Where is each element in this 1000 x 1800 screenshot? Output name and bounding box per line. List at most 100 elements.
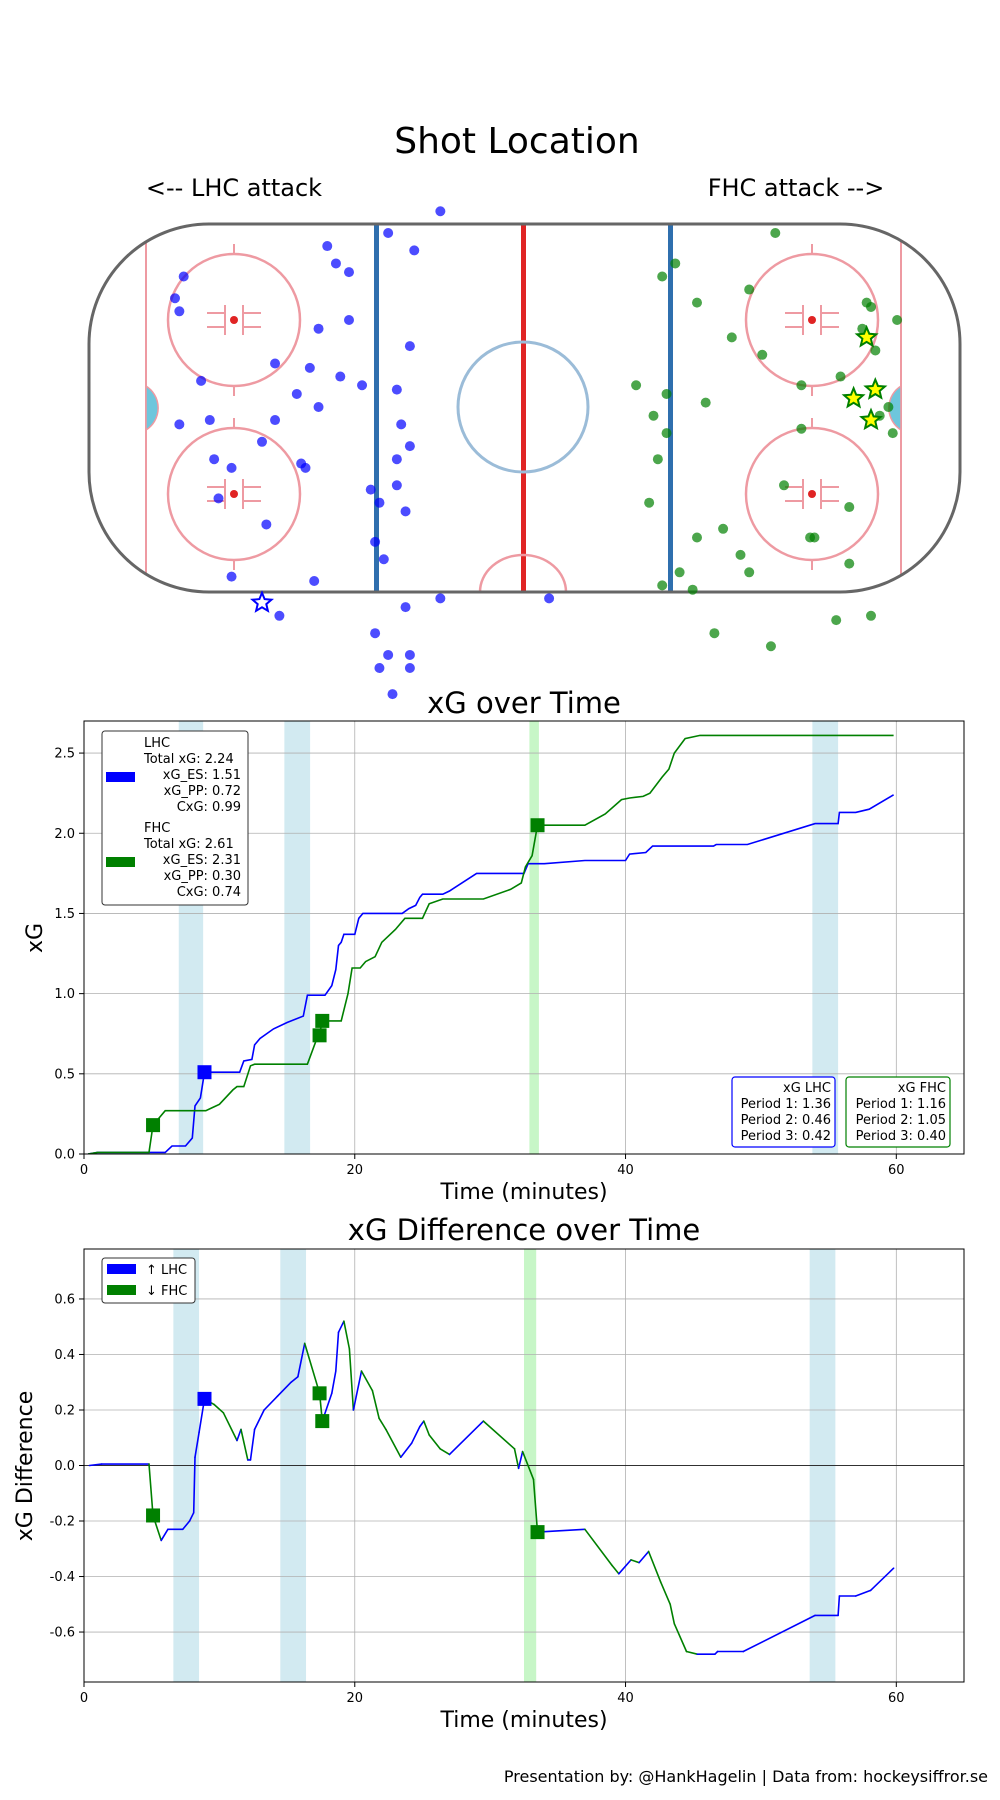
x-tick-label: 40 — [617, 1163, 634, 1178]
lhc-shot-marker — [335, 371, 346, 382]
period-box-lhc-p3: Period 3: 0.42 — [741, 1129, 831, 1144]
fhc-shot-marker — [744, 284, 755, 295]
lhc-shot-marker — [213, 493, 224, 504]
xg-diff-segment — [448, 1420, 485, 1456]
xg-diff-segment — [148, 1463, 154, 1517]
diff-legend-lhc-label: ↑ LHC — [146, 1263, 187, 1278]
rink-faceoff-dots — [230, 316, 816, 498]
period-box-fhc: xG FHC Period 1: 1.16 Period 2: 1.05 Per… — [845, 1076, 951, 1148]
legend-lhc-total: Total xG: 2.24 — [143, 752, 234, 767]
lhc-shot-marker — [270, 358, 281, 369]
x-tick-label: 40 — [617, 1691, 634, 1706]
legend-lhc-cxg: CxG: 0.99 — [177, 800, 241, 815]
xg-diff-segment — [182, 1520, 191, 1531]
xg-diff-segment — [360, 1370, 374, 1392]
period-box-fhc-frame — [845, 1076, 951, 1148]
xg-diff-segment — [410, 1425, 421, 1445]
lhc-shot-marker — [174, 306, 185, 317]
diff-legend-fhc-label: ↓ FHC — [146, 1284, 187, 1299]
lhc-attack-label: <-- LHC attack — [146, 174, 322, 202]
xg-diff-chart-legend: ↑ LHC ↓ FHC — [101, 1257, 196, 1304]
xg-diff-segment — [192, 1456, 196, 1514]
fhc-shot-marker — [796, 380, 807, 391]
xg-diff-segment — [276, 1381, 292, 1397]
fhc-shot-marker — [866, 610, 876, 621]
legend-lhc-name: LHC — [144, 736, 170, 751]
fhc-goal-star-icon — [854, 324, 879, 348]
period-box-fhc-p3: Period 3: 0.40 — [856, 1129, 946, 1144]
xg-diff-segment — [659, 1581, 672, 1606]
xg-diff-segment — [160, 1528, 169, 1542]
xg-chart-legend: LHC Total xG: 2.24 xG_ES: 1.51 xG_PP: 0.… — [101, 730, 249, 906]
fhc-shot-marker — [757, 349, 768, 360]
rink-blue-line-right — [668, 224, 673, 592]
fhc-shot-marker — [687, 584, 698, 595]
xg-chart-frame — [83, 720, 965, 1155]
fhc-shot-marker — [657, 580, 668, 591]
period-box-fhc-p2: Period 2: 1.05 — [856, 1113, 946, 1128]
legend-fhc-swatch — [106, 857, 135, 867]
lhc-shot-marker — [404, 663, 415, 673]
fhc-attack-label: FHC attack --> — [708, 174, 885, 202]
xg-diff-chart-ticks: 0 20 40 60 -0.6 -0.4 -0.2 0.0 0.2 0.4 0.6 — [50, 1292, 905, 1706]
xg-diff-segment — [188, 1511, 195, 1522]
xg-diff-segment — [399, 1442, 413, 1458]
lhc-shot-marker — [391, 454, 402, 465]
fhc-shot-marker — [844, 502, 855, 513]
pp-band-fhc — [529, 721, 539, 1154]
xg-diff-segment — [854, 1589, 872, 1597]
lhc-shot-marker — [357, 380, 368, 391]
xg-diff-segment — [521, 1450, 535, 1481]
lhc-shot-marker — [400, 602, 411, 613]
xg-diff-chart: xG Difference over Time 0 20 40 60 -0.6 -0.4 -… — [13, 1213, 965, 1733]
fhc-shot-marker — [887, 428, 898, 439]
goal-marker-fhc — [312, 1386, 327, 1401]
xg-diff-segment — [263, 1395, 279, 1411]
xg-diff-segment — [638, 1550, 650, 1564]
goal-marker-fhc — [146, 1118, 161, 1133]
xg-chart-legend-frame — [101, 730, 249, 906]
lhc-shot-marker — [300, 462, 311, 473]
fhc-shot-marker — [661, 388, 672, 399]
goal-marker-fhc — [530, 818, 545, 833]
y-tick-label: 1.0 — [54, 987, 75, 1002]
xg-diff-segment — [343, 1320, 351, 1350]
lhc-shot-marker — [383, 228, 394, 238]
lhc-shot-marker — [404, 649, 415, 660]
xg-diff-segment — [673, 1622, 688, 1653]
xg-chart: xG over Time 0 20 40 60 0.0 0.5 1.0 1.5 2.0 2.5 T… — [23, 686, 965, 1205]
lhc-shot-marker — [226, 462, 237, 473]
legend-fhc-total: Total xG: 2.61 — [143, 837, 234, 852]
lhc-shot-marker — [370, 628, 381, 639]
lhc-shot-marker — [270, 415, 281, 426]
pp-band-lhc — [284, 721, 311, 1154]
lhc-shot-marker — [174, 419, 185, 430]
y-tick-label: 2.0 — [54, 827, 75, 842]
lhc-shot-marker — [400, 506, 411, 517]
xg-diff-segment — [418, 1420, 425, 1428]
xg-diff-chart-line-segments — [88, 1320, 895, 1655]
fhc-shot-marker — [844, 558, 855, 569]
xg-diff-segment — [330, 1370, 337, 1395]
xg-diff-segment — [297, 1342, 306, 1378]
xg-diff-segment — [334, 1331, 340, 1372]
lhc-shot-marker — [170, 293, 180, 304]
lhc-shot-marker — [330, 258, 341, 269]
xg-diff-segment — [88, 1463, 103, 1467]
period-box-lhc-title: xG LHC — [783, 1081, 831, 1096]
footer-credit: Presentation by: @HankHagelin | Data fro… — [504, 1767, 988, 1786]
rink — [87, 222, 962, 594]
fhc-shot-marker — [835, 371, 846, 382]
x-tick-label: 20 — [346, 1691, 363, 1706]
legend-lhc-swatch — [106, 772, 135, 782]
lhc-shot-marker — [291, 388, 302, 399]
xg-diff-segment — [532, 1478, 539, 1533]
lhc-shot-marker — [365, 484, 376, 495]
xg-diff-segment — [290, 1375, 299, 1383]
xg-diff-segment — [378, 1417, 387, 1431]
xg-diff-segment — [742, 1614, 816, 1653]
fhc-shot-marker — [700, 397, 711, 408]
xg-chart-goal-markers — [146, 818, 545, 1133]
lhc-shot-marker — [391, 480, 402, 491]
fhc-shot-marker — [670, 258, 681, 269]
